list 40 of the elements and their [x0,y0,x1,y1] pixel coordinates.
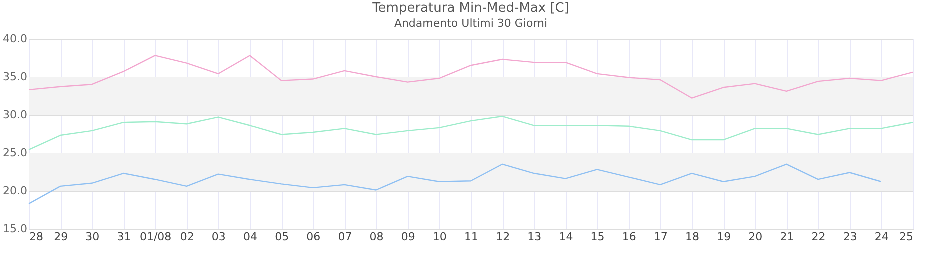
line-series [28,55,914,99]
x-tick-label: 04 [244,230,258,244]
x-tick-label: 21 [780,230,794,244]
chart-subtitle: Andamento Ultimi 30 Giorni [394,17,548,30]
x-tick-label: 06 [306,230,321,244]
x-tick-label: 29 [54,230,68,244]
x-tick-label: 01/08 [140,230,172,244]
x-tick-label: 08 [370,230,384,244]
line-series [28,116,914,151]
x-tick-label: 31 [117,230,132,244]
x-tick-label: 17 [654,230,668,244]
x-tick-label: 22 [812,230,826,244]
x-tick-label: 09 [401,230,416,244]
x-tick-label: 03 [212,230,226,244]
x-tick-label: 30 [86,230,100,244]
y-tick-label: 40.0 [3,32,28,46]
x-tick-label: 11 [464,230,478,244]
x-tick-label: 25 [900,230,914,244]
x-tick-label: 20 [748,230,763,244]
x-tick-label: 02 [180,230,194,244]
line-series [28,164,882,205]
x-tick-label: 18 [686,230,700,244]
x-tick-label: 23 [843,230,858,244]
x-tick-label: 16 [622,230,636,244]
x-tick-label: 05 [275,230,290,244]
x-tick-label: 28 [30,230,44,244]
x-tick-label: 07 [338,230,352,244]
x-tick-label: 19 [717,230,732,244]
x-tick-label: 12 [496,230,510,244]
y-tick-label: 15.0 [3,222,28,236]
x-tick-label: 15 [590,230,605,244]
x-tick-label: 10 [432,230,447,244]
x-tick-label: 13 [528,230,542,244]
chart-title: Temperatura Min-Med-Max [C] [372,1,570,16]
y-tick-label: 25.0 [3,146,28,160]
x-tick-label: 24 [874,230,889,244]
y-tick-label: 30.0 [3,108,28,122]
y-tick-label: 35.0 [3,70,28,84]
y-tick-label: 20.0 [3,184,28,198]
x-tick-label: 14 [559,230,574,244]
